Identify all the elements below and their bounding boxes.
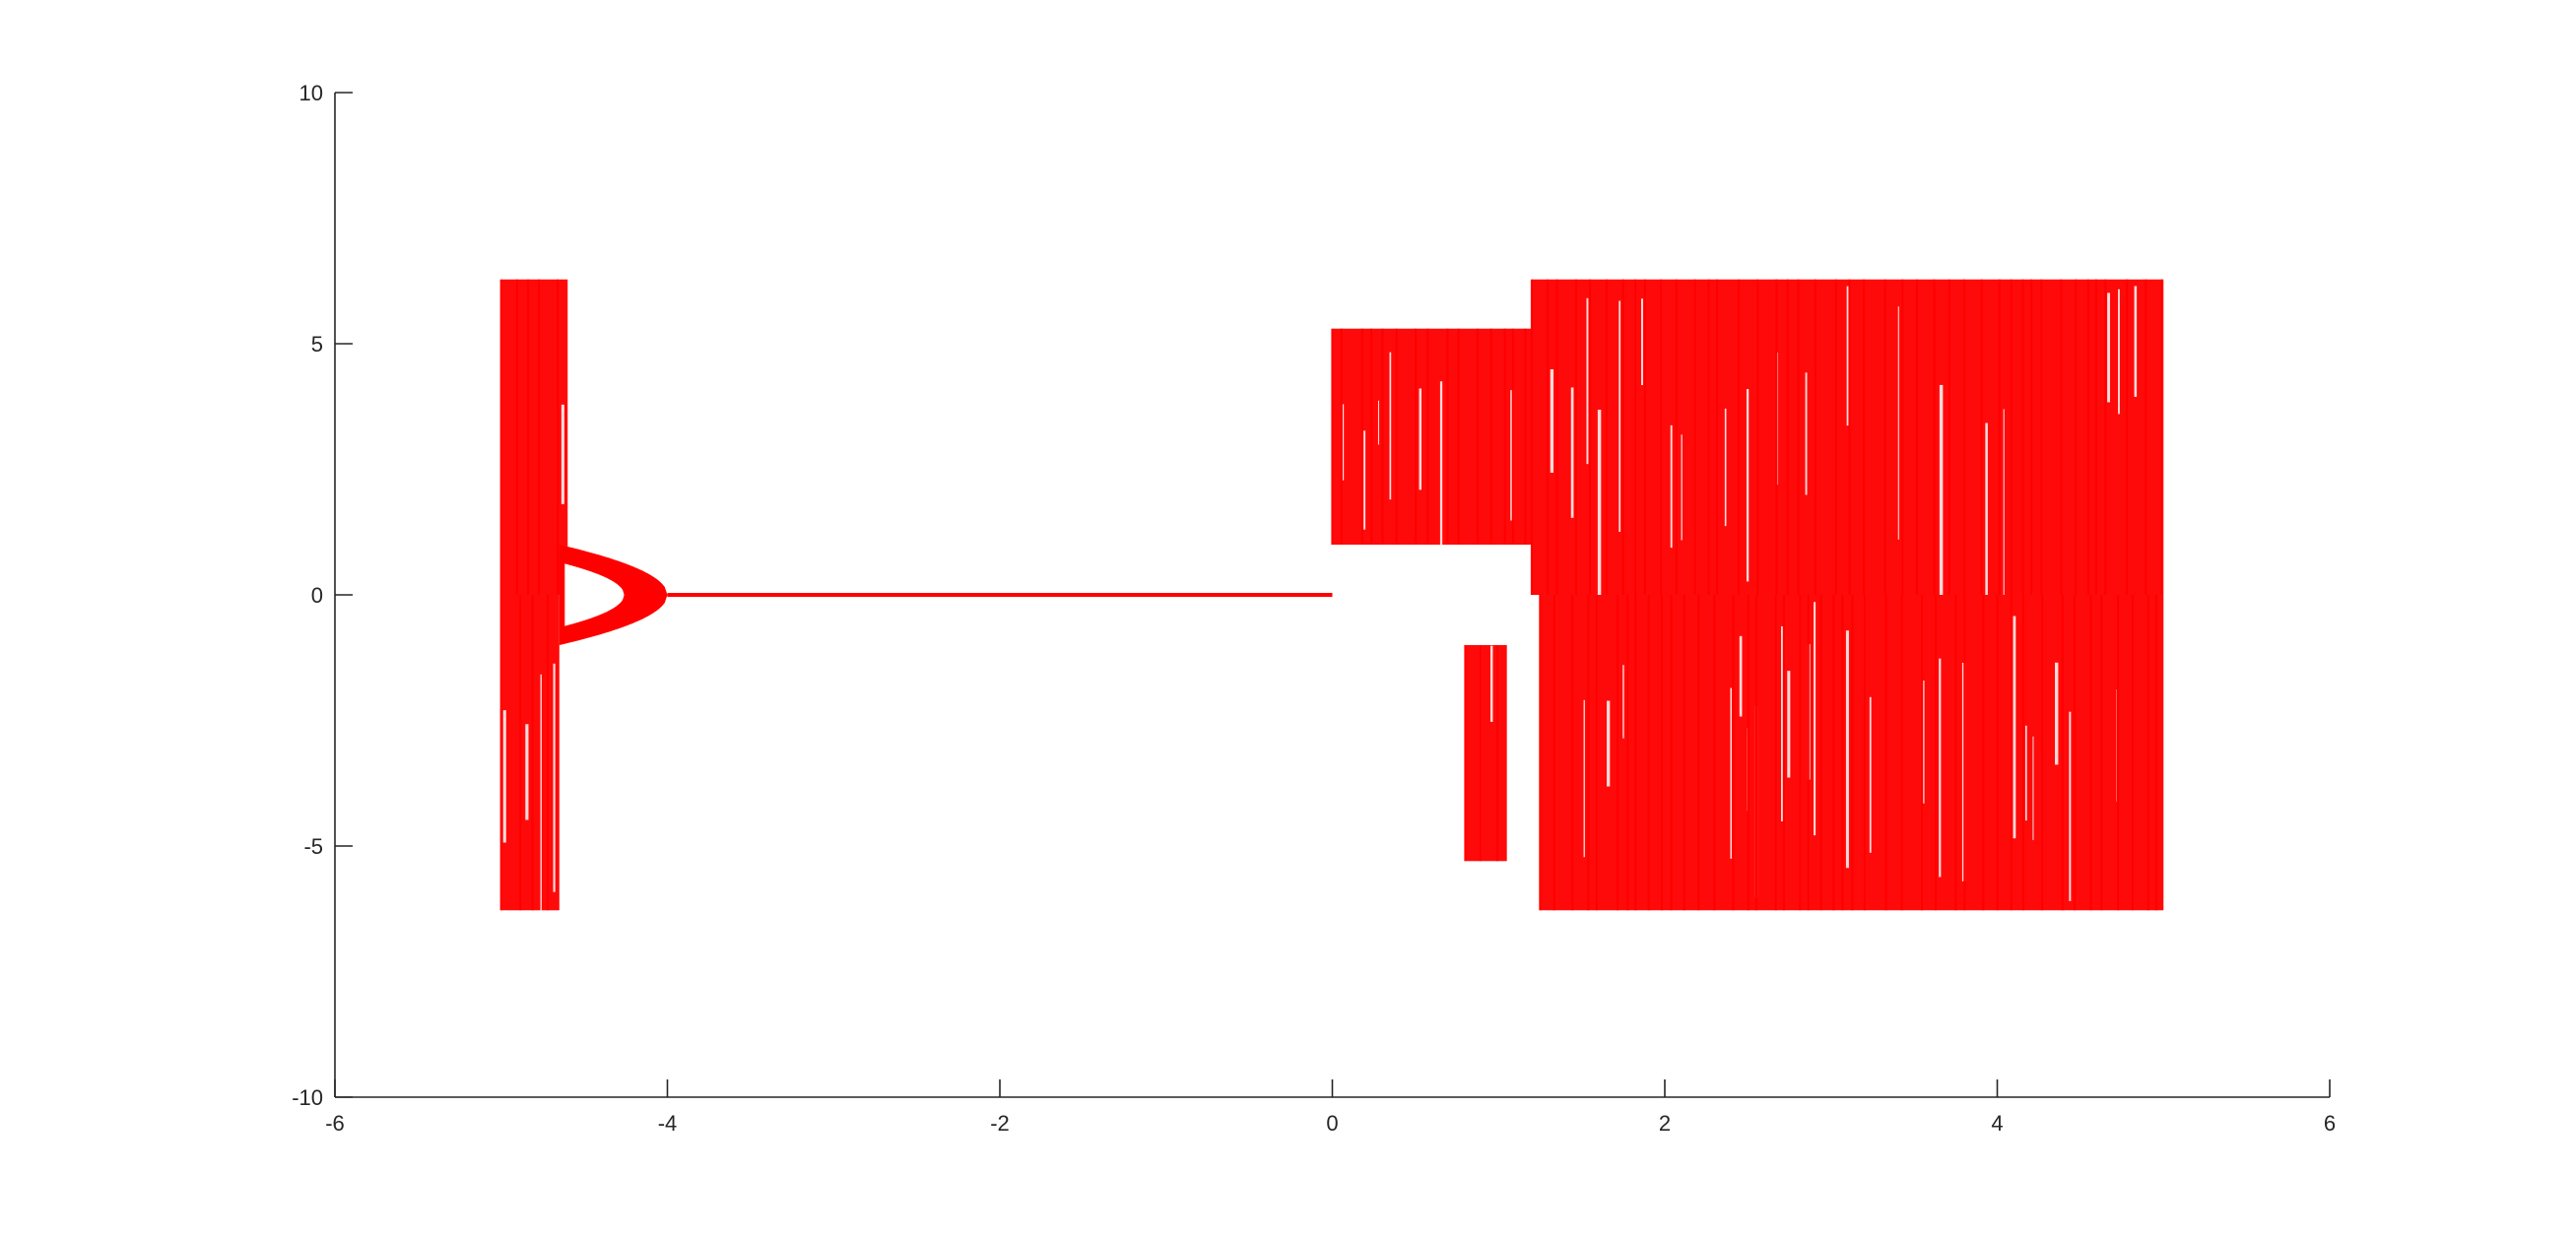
x-tick-label: -6	[325, 1111, 345, 1136]
band-gap	[1724, 408, 1727, 527]
band-gap	[1869, 696, 1872, 853]
band-gap	[1681, 434, 1683, 541]
band-gap	[1814, 602, 1816, 836]
y-tick-label: -5	[303, 834, 323, 859]
x-tick-label: -2	[990, 1111, 1010, 1136]
x-tick-label: -4	[658, 1111, 678, 1136]
band-region-0	[499, 279, 568, 595]
band-gap	[502, 710, 506, 843]
band-gap	[1389, 352, 1392, 500]
axes: -6 -4 -2 0 2 4 6 -10 -5 0 5 10	[292, 81, 2336, 1136]
band-gap	[2107, 293, 2110, 403]
band-gap	[1586, 297, 1589, 465]
band-gap	[1787, 671, 1791, 778]
x-tick-label: 0	[1326, 1111, 1338, 1136]
band-gap	[1670, 424, 1673, 549]
band-gap	[1342, 404, 1345, 481]
data-marks	[499, 279, 2164, 911]
band-gap	[1607, 700, 1611, 787]
band-gap	[2032, 736, 2034, 841]
band-gap	[1583, 699, 1585, 858]
x-tick-label: 2	[1659, 1111, 1671, 1136]
band-gap	[1570, 387, 1574, 518]
band-fill	[1332, 328, 1532, 545]
band-gap	[1597, 410, 1602, 595]
band-gap	[1622, 665, 1624, 739]
band-gap	[1985, 423, 1988, 595]
band-gap	[1618, 300, 1621, 533]
band-gap	[1939, 658, 1942, 878]
band-gap	[561, 404, 564, 504]
band-gap	[553, 663, 556, 892]
band-gap	[1897, 306, 1899, 540]
band-gap	[1439, 381, 1443, 545]
band-gap	[1746, 389, 1750, 582]
band-gap	[1922, 680, 1925, 804]
band-gap	[1489, 645, 1493, 722]
band-gap	[2024, 725, 2027, 821]
y-tick-label: 10	[299, 81, 323, 105]
y-tick-label: 5	[311, 332, 323, 357]
band-gap	[1730, 687, 1733, 859]
band-gap	[2134, 286, 2138, 397]
band-gap	[2069, 711, 2072, 901]
parabola-series	[559, 545, 668, 645]
y-tick-label: -10	[292, 1085, 323, 1110]
band-gap	[540, 674, 542, 911]
band-region-5	[1539, 595, 2164, 911]
band-gap	[1805, 372, 1808, 495]
band-region-1	[499, 595, 560, 911]
band-fill	[1465, 645, 1507, 862]
band-region-4	[1530, 279, 2164, 595]
band-gap	[2055, 662, 2059, 765]
band-gap	[1363, 430, 1366, 530]
y-tick-label: 0	[311, 583, 323, 608]
band-region-2	[1331, 328, 1532, 545]
band-gap	[1550, 368, 1554, 473]
band-gap	[1419, 388, 1422, 490]
band-fill	[500, 595, 560, 911]
band-gap	[1939, 384, 1944, 595]
band-gap	[1377, 400, 1380, 445]
parabola-hole	[564, 563, 625, 626]
x-tick-label: 4	[1991, 1111, 2003, 1136]
band-gap	[1640, 298, 1643, 386]
band-gap	[2118, 289, 2120, 415]
band-gap	[525, 724, 529, 820]
band-gap	[1846, 286, 1849, 426]
band-gap	[2013, 616, 2016, 839]
band-gap	[1739, 635, 1743, 717]
band-gap	[1781, 625, 1784, 821]
band-region-3	[1464, 645, 1507, 862]
x-tick-label: 6	[2324, 1111, 2336, 1136]
band-gap	[2003, 409, 2005, 595]
band-gap	[1845, 630, 1849, 869]
